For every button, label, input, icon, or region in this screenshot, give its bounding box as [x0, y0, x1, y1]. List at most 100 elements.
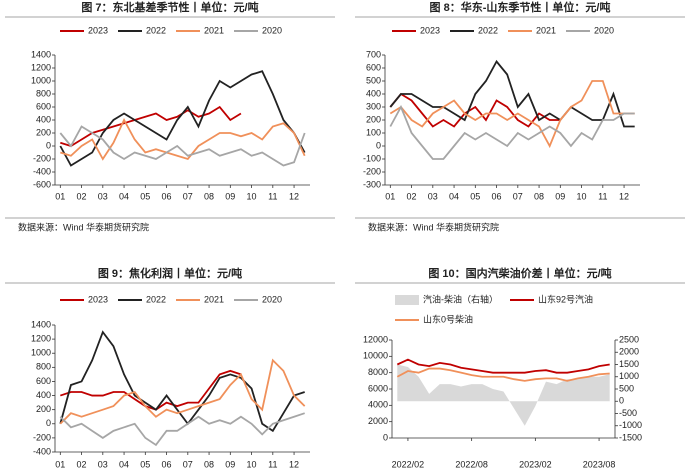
legend-label: 2023 — [420, 25, 440, 35]
y-tick-label: 800 — [36, 362, 51, 372]
legend-label: 2023 — [88, 294, 108, 304]
y2-tick-label: -500 — [619, 408, 637, 418]
area — [397, 364, 610, 426]
x-tick-label: 12 — [619, 191, 629, 201]
x-tick-label: 06 — [162, 459, 172, 469]
x-tick-label: 04 — [119, 191, 129, 201]
x-tick-label: 10 — [577, 191, 587, 201]
y-tick-label: 0 — [46, 418, 51, 428]
x-tick-label: 06 — [162, 191, 172, 201]
y-tick-label: 0 — [376, 140, 381, 150]
x-tick-label: 09 — [225, 191, 235, 201]
legend-label: 2022 — [478, 25, 498, 35]
y-tick-label: 1400 — [31, 319, 51, 329]
y2-tick-label: 1000 — [619, 371, 639, 381]
y-tick-label: 300 — [366, 101, 381, 111]
chart-title: 图 8：华东-山东季节性丨单位：元/吨 — [430, 0, 611, 14]
line — [59, 412, 305, 447]
x-tick-label: 02 — [77, 459, 87, 469]
legend-label: 2021 — [204, 25, 224, 35]
y-tick-label: 400 — [36, 114, 51, 124]
y-tick-label: 1200 — [31, 333, 51, 343]
legend-label: 2020 — [594, 25, 614, 35]
y-tick-label: 100 — [366, 127, 381, 137]
y-tick-label: 500 — [366, 75, 381, 85]
y2-tick-label: -1500 — [619, 432, 642, 442]
line — [59, 125, 306, 167]
legend-label: 2022 — [146, 25, 166, 35]
x-tick-label: 02 — [407, 191, 417, 201]
y-tick-label: 0 — [46, 140, 51, 150]
line — [59, 330, 305, 433]
x-tick-label: 05 — [140, 459, 150, 469]
y2-tick-label: -1000 — [619, 420, 642, 430]
y-tick-label: 8000 — [368, 367, 388, 377]
line — [389, 80, 635, 149]
x-tick-label: 09 — [555, 191, 565, 201]
y-tick-label: 4000 — [368, 400, 388, 410]
legend-label: 山东92号汽油 — [538, 293, 593, 304]
y-tick-label: -600 — [33, 179, 51, 189]
line — [396, 367, 610, 382]
line — [396, 358, 610, 374]
x-tick-label: 08 — [204, 191, 214, 201]
y-tick-label: 700 — [366, 49, 381, 59]
x-tick-label: 06 — [492, 191, 502, 201]
y-tick-label: -300 — [363, 179, 381, 189]
y2-tick-label: 2000 — [619, 347, 639, 357]
x-tick-label: 01 — [55, 459, 65, 469]
x-tick-label: 09 — [225, 459, 235, 469]
y-tick-label: -200 — [363, 166, 381, 176]
line — [389, 104, 635, 160]
y-tick-label: 1400 — [31, 49, 51, 59]
x-tick-label: 03 — [98, 191, 108, 201]
legend-label: 2023 — [88, 25, 108, 35]
source: 数据来源：Wind 华泰期货研究院 — [18, 221, 149, 232]
legend-label: 汽油-柴油（右轴） — [423, 293, 498, 304]
x-tick-label: 05 — [140, 191, 150, 201]
y-tick-label: 200 — [36, 127, 51, 137]
y-tick-label: -200 — [33, 153, 51, 163]
legend-label: 2021 — [204, 294, 224, 304]
y-tick-label: 400 — [36, 390, 51, 400]
line — [60, 369, 242, 411]
y-tick-label: 2000 — [368, 416, 388, 426]
y-tick-label: 200 — [36, 404, 51, 414]
legend-label: 2022 — [146, 294, 166, 304]
x-tick-label: 10 — [247, 191, 257, 201]
y2-tick-label: 0 — [619, 396, 624, 406]
y-tick-label: 10000 — [363, 351, 388, 361]
x-tick-label: 12 — [289, 191, 299, 201]
chart-title: 图 9：焦化利润丨单位：元/吨 — [98, 266, 242, 280]
y-tick-label: -200 — [33, 432, 51, 442]
x-tick-label: 04 — [449, 191, 459, 201]
y-tick-label: 1200 — [31, 62, 51, 72]
y-tick-label: 6000 — [368, 383, 388, 393]
y-tick-label: 0 — [383, 432, 388, 442]
x-tick-label: 07 — [183, 459, 193, 469]
x-tick-label: 2023/08 — [583, 459, 616, 469]
x-tick-label: 04 — [119, 459, 129, 469]
y-tick-label: 600 — [366, 62, 381, 72]
x-tick-label: 07 — [183, 191, 193, 201]
y-tick-label: 400 — [366, 88, 381, 98]
x-tick-label: 08 — [534, 191, 544, 201]
y-tick-label: 200 — [366, 114, 381, 124]
chart-title: 图 10：国内汽柴油价差丨单位：元/吨 — [428, 266, 611, 280]
legend-label: 2020 — [262, 294, 282, 304]
y-tick-label: 1000 — [31, 75, 51, 85]
x-tick-label: 11 — [598, 191, 607, 201]
line — [59, 358, 306, 425]
x-tick-label: 2023/02 — [519, 459, 552, 469]
x-tick-label: 10 — [247, 459, 257, 469]
legend-label: 山东0号柴油 — [423, 313, 473, 324]
x-tick-label: 2022/02 — [392, 459, 425, 469]
x-tick-label: 03 — [98, 459, 108, 469]
x-tick-label: 01 — [55, 191, 65, 201]
y-tick-label: -400 — [33, 166, 51, 176]
x-tick-label: 01 — [385, 191, 395, 201]
y-tick-label: -100 — [363, 153, 381, 163]
y2-tick-label: 2500 — [619, 334, 639, 344]
y-tick-label: 800 — [36, 88, 51, 98]
x-tick-label: 11 — [268, 191, 277, 201]
